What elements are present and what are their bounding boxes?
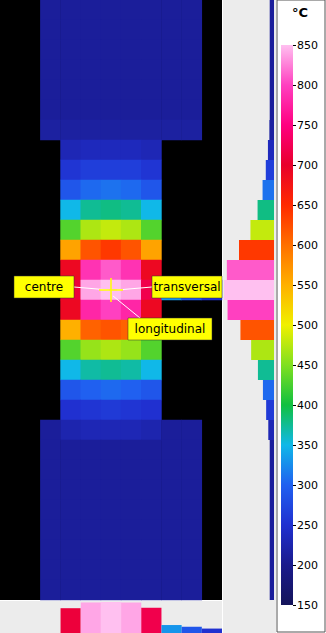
svg-text:centre: centre xyxy=(25,280,63,294)
svg-text:250: 250 xyxy=(297,519,318,532)
svg-text:750: 750 xyxy=(297,119,318,132)
svg-text:600: 600 xyxy=(297,239,318,252)
svg-text:transversal: transversal xyxy=(153,280,220,294)
svg-text:800: 800 xyxy=(297,79,318,92)
svg-text:500: 500 xyxy=(297,319,318,332)
svg-text:200: 200 xyxy=(297,559,318,572)
svg-text:400: 400 xyxy=(297,399,318,412)
svg-text:450: 450 xyxy=(297,359,318,372)
svg-text:150: 150 xyxy=(297,599,318,612)
svg-text:550: 550 xyxy=(297,279,318,292)
svg-text:350: 350 xyxy=(297,439,318,452)
svg-text:850: 850 xyxy=(297,39,318,52)
svg-text:300: 300 xyxy=(297,479,318,492)
svg-text:700: 700 xyxy=(297,159,318,172)
svg-text:°C: °C xyxy=(292,5,308,20)
svg-text:650: 650 xyxy=(297,199,318,212)
svg-text:longitudinal: longitudinal xyxy=(135,322,206,336)
